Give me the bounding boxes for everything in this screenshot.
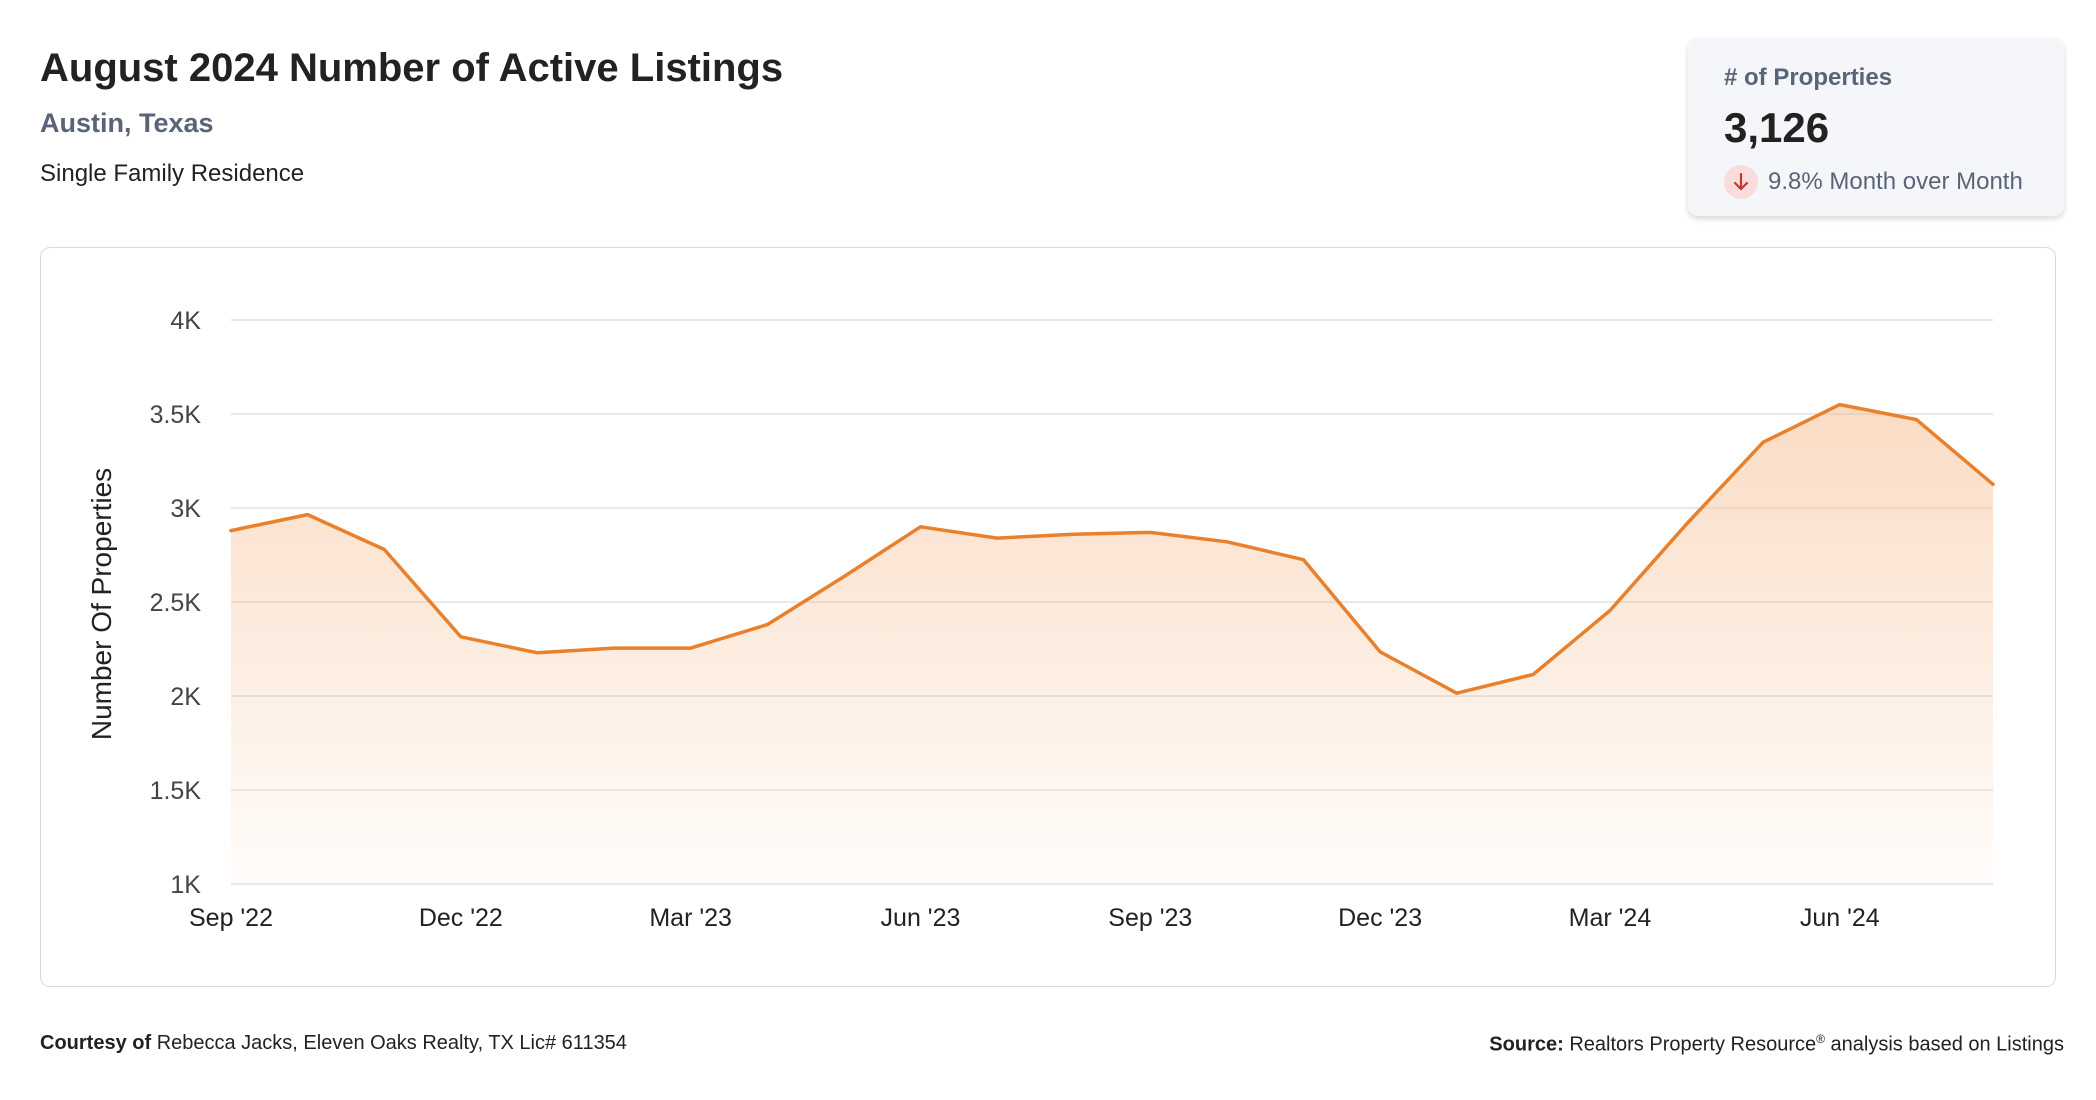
properties-stat-card: # of Properties 3,126 9.8% Month over Mo… (1688, 38, 2064, 216)
page-title: August 2024 Number of Active Listings (40, 46, 784, 90)
data-point (382, 547, 386, 551)
data-point (1378, 650, 1382, 654)
data-point (1225, 540, 1229, 544)
courtesy-footer: Courtesy of Rebecca Jacks, Eleven Oaks R… (40, 1032, 627, 1055)
source-footer: Source: Realtors Property Resource® anal… (1489, 1032, 2064, 1057)
y-tick-label: 2.5K (150, 589, 202, 617)
y-tick-label: 3.5K (150, 401, 202, 429)
x-tick-label: Mar '24 (1569, 904, 1652, 932)
series-line (229, 402, 1995, 695)
x-tick-label: Dec '23 (1338, 904, 1422, 932)
data-point (1914, 418, 1918, 422)
active-listings-chart: 1K 1.5K 2K 2.5K 3K 3.5K 4K Sep '22 Dec '22 Mar '… (86, 307, 1995, 932)
data-point (1608, 608, 1612, 613)
x-tick-label: Mar '23 (649, 904, 732, 932)
data-point (229, 528, 233, 533)
courtesy-text: Rebecca Jacks, Eleven Oaks Realty, TX Li… (156, 1032, 627, 1054)
y-tick-label: 2K (170, 683, 201, 711)
x-tick-label: Jun '23 (881, 904, 961, 932)
data-point (612, 646, 616, 650)
x-tick-label: Sep '22 (189, 904, 273, 932)
chart-card: 1K 1.5K 2K 2.5K 3K 3.5K 4K Sep '22 Dec '22 Mar '… (40, 247, 2056, 987)
y-tick-label: 3K (170, 495, 201, 523)
y-tick-label: 4K (170, 307, 201, 335)
data-point (1301, 558, 1306, 562)
y-axis-label: Number Of Properties (86, 468, 117, 740)
x-tick-label: Sep '23 (1108, 904, 1192, 932)
registered-mark: ® (1816, 1032, 1825, 1046)
source-text: analysis based on Listings (1830, 1033, 2064, 1056)
series-area (231, 404, 1993, 884)
source-name: Realtors Property Resource (1569, 1033, 1817, 1056)
x-tick-label: Jun '24 (1800, 904, 1880, 932)
stat-change-text: 9.8% Month over Month (1768, 168, 2023, 195)
data-point (1072, 532, 1076, 536)
source-label: Source: (1489, 1033, 1564, 1056)
data-point (1455, 691, 1459, 695)
data-point (1838, 403, 1842, 407)
property-type-label: Single Family Residence (40, 160, 305, 187)
data-point (306, 512, 310, 517)
stat-label: # of Properties (1724, 64, 1893, 91)
data-point (535, 651, 540, 655)
data-point (1531, 672, 1535, 676)
x-tick-label: Dec '22 (419, 904, 503, 932)
data-point (995, 536, 999, 540)
stat-value: 3,126 (1724, 104, 1830, 151)
data-point (842, 575, 846, 579)
data-point (1684, 522, 1689, 526)
data-point (459, 635, 463, 639)
y-tick-label: 1K (170, 871, 201, 899)
data-point (1148, 530, 1152, 535)
data-point (765, 622, 769, 627)
y-tick-label: 1.5K (150, 777, 202, 805)
stat-change: 9.8% Month over Month (1724, 164, 2023, 200)
location-label: Austin, Texas (40, 108, 214, 138)
data-point (1991, 482, 1995, 486)
data-point (689, 646, 693, 650)
data-point (1761, 440, 1765, 444)
courtesy-label: Courtesy of (40, 1032, 152, 1054)
data-point (918, 525, 923, 529)
down-arrow-icon (1724, 165, 1758, 199)
